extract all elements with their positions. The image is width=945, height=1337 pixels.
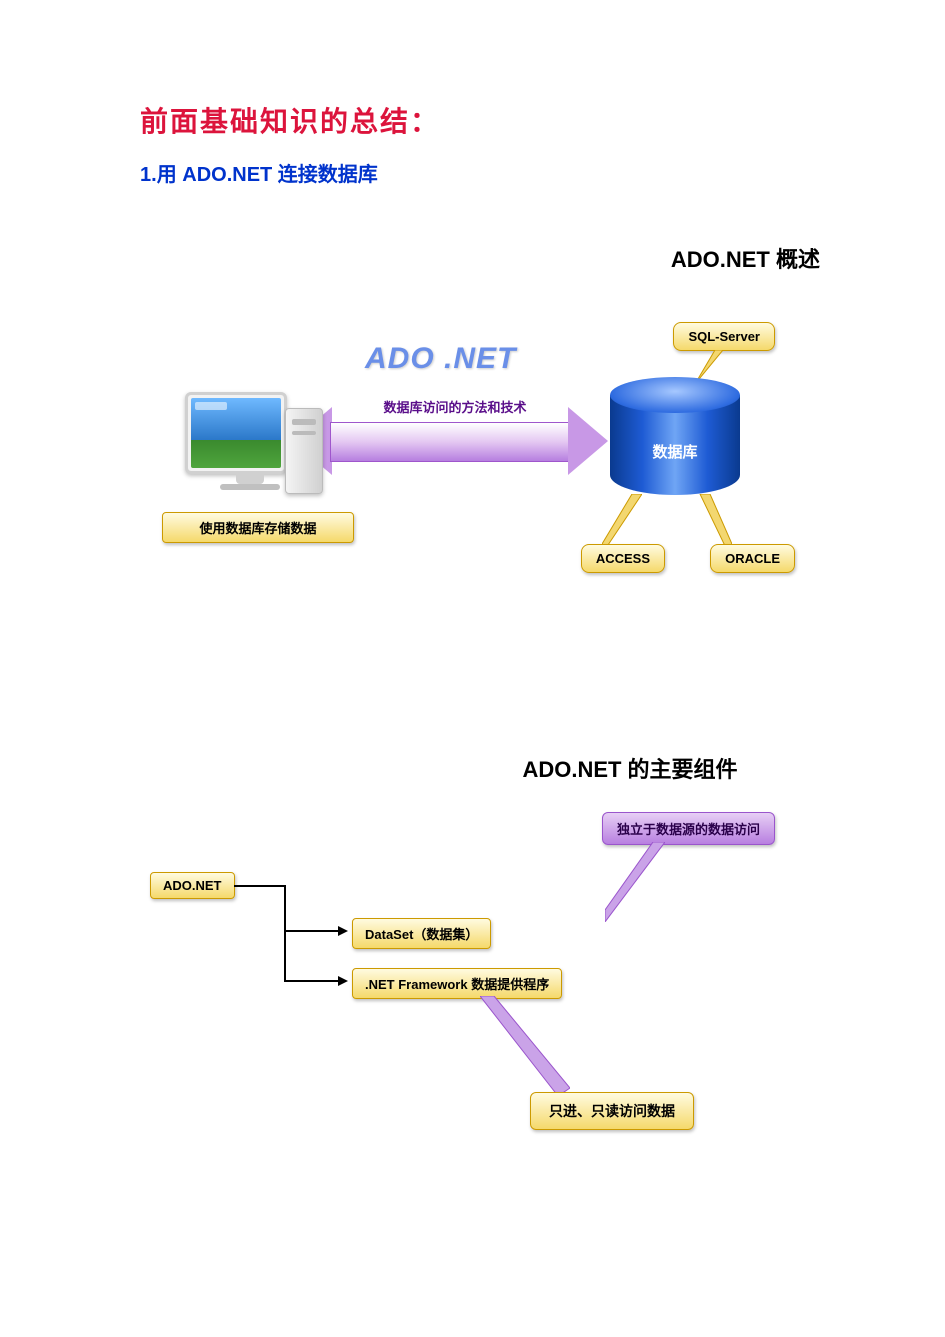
computer-tower [285, 408, 323, 494]
computer-icon [185, 392, 315, 490]
callout-purple-tail-2 [480, 996, 570, 1096]
diagram2-title: ADO.NET 的主要组件 [430, 752, 830, 784]
tree-arrow-2 [338, 976, 348, 986]
adonet-logo-text: ADO .NET [365, 342, 516, 376]
callout-access: ACCESS [581, 544, 665, 573]
page-title-red: 前面基础知识的总结： [140, 100, 815, 140]
database-cylinder: 数据库 [610, 377, 740, 497]
arrow-label: 数据库访问的方法和技术 [360, 397, 550, 416]
subtitle-bold: ADO.NET [182, 164, 272, 186]
subtitle-p1: 用 [157, 164, 183, 186]
callout-purple-tail-1 [605, 842, 665, 922]
callout-independent-access: 独立于数据源的数据访问 [602, 812, 775, 845]
arrow-body [330, 422, 572, 462]
arrow-right-head [568, 407, 608, 475]
callout-sql-server: SQL-Server [673, 322, 775, 351]
tree-line-h3 [284, 980, 339, 982]
monitor-stand [236, 474, 264, 484]
tree-line-h1 [234, 885, 284, 887]
subtitle-num: 1. [140, 164, 157, 186]
diagram-overview: ADO.NET 概述 SQL-Server 数据库 ACCESS ORACLE … [150, 242, 830, 662]
monitor-base [220, 484, 280, 490]
node-net-framework-provider: .NET Framework 数据提供程序 [352, 968, 562, 999]
diagram-components: ADO.NET 的主要组件 独立于数据源的数据访问 ADO.NET DataSe… [150, 752, 830, 1192]
monitor-frame [185, 392, 287, 474]
monitor-screen [191, 398, 281, 468]
diagram1-title: ADO.NET 概述 [671, 242, 820, 274]
tree-line-v [284, 885, 286, 982]
cylinder-top [610, 377, 740, 413]
section-subtitle: 1.用 ADO.NET 连接数据库 [140, 158, 815, 187]
callout-forward-readonly: 只进、只读访问数据 [530, 1092, 694, 1130]
tree-arrow-1 [338, 926, 348, 936]
computer-label: 使用数据库存储数据 [162, 512, 354, 543]
tree-line-h2 [284, 930, 339, 932]
callout-oracle-tail [696, 494, 732, 548]
node-adonet-root: ADO.NET [150, 872, 235, 899]
subtitle-p2: 连接数据库 [272, 164, 378, 186]
node-dataset: DataSet（数据集） [352, 918, 491, 949]
callout-oracle: ORACLE [710, 544, 795, 573]
callout-access-tail [602, 494, 642, 548]
cylinder-label: 数据库 [610, 441, 740, 462]
